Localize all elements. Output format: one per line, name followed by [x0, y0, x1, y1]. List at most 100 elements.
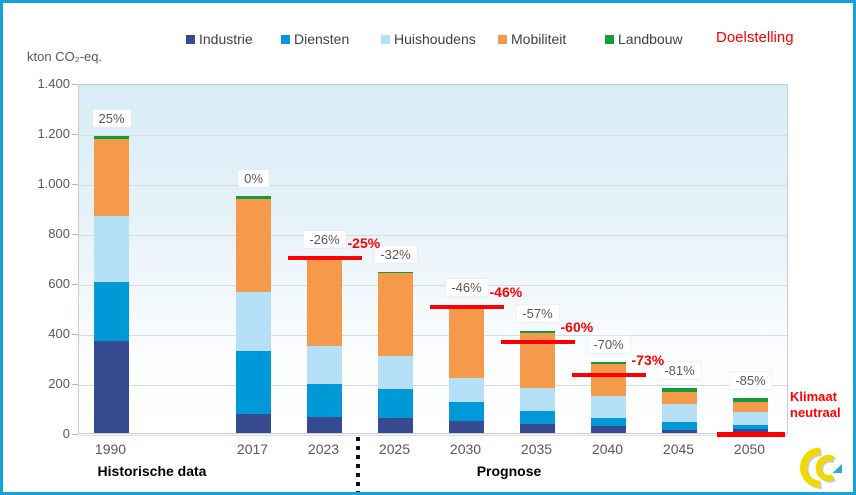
- bar-label-2045: -81%: [658, 362, 701, 379]
- y-gridline: [79, 385, 787, 386]
- bar-segment-huishoudens-2017: [236, 291, 271, 351]
- bar-segment-mobiliteit-2023: [307, 258, 342, 346]
- x-tick-label-2035: 2035: [520, 441, 553, 457]
- legend-item-label: Landbouw: [618, 31, 683, 47]
- group-label-forecast: Prognose: [476, 463, 542, 479]
- y-tick-mark: [72, 184, 78, 185]
- bar-segment-industrie-2017: [236, 414, 271, 433]
- bar-segment-mobiliteit-2050: [733, 402, 768, 412]
- y-gridline: [79, 335, 787, 336]
- bar-segment-landbouw-2050: [733, 398, 768, 403]
- y-tick-label: 1.200: [37, 126, 70, 141]
- bar-segment-huishoudens-2025: [378, 355, 413, 390]
- bar-segment-industrie-2040: [591, 425, 626, 433]
- target-label-2040: -73%: [631, 352, 665, 368]
- bar-segment-industrie-1990: [94, 340, 129, 433]
- historical-forecast-divider: [356, 437, 360, 492]
- bar-segment-huishoudens-1990: [94, 215, 129, 282]
- bar-segment-industrie-2025: [378, 418, 413, 433]
- bar-segment-huishoudens-2040: [591, 396, 626, 418]
- bar-segment-industrie-2023: [307, 416, 342, 433]
- legend-item-mobiliteit: Mobiliteit: [498, 31, 566, 47]
- bar-segment-huishoudens-2050: [733, 411, 768, 426]
- bar-segment-diensten-2050: [733, 425, 768, 430]
- bar-segment-huishoudens-2035: [520, 388, 555, 411]
- bar-segment-diensten-2017: [236, 350, 271, 415]
- legend-doelstelling-label: Doelstelling: [716, 29, 794, 46]
- y-gridline: [79, 285, 787, 286]
- y-tick-label: 400: [48, 326, 70, 341]
- bar-segment-diensten-2040: [591, 418, 626, 426]
- x-tick-label-2025: 2025: [378, 441, 411, 457]
- bar-segment-mobiliteit-2040: [591, 364, 626, 396]
- y-tick-mark: [72, 134, 78, 135]
- bar-segment-diensten-2030: [449, 401, 484, 421]
- legend-swatch-icon: [498, 34, 507, 44]
- y-tick-mark: [72, 434, 78, 435]
- bar-segment-industrie-2050: [733, 429, 768, 433]
- legend-item-huishoudens: Huishoudens: [381, 31, 476, 47]
- legend-item-industrie: Industrie: [186, 31, 253, 47]
- bar-label-2050: -85%: [729, 372, 772, 389]
- target-label-2035: -60%: [560, 319, 594, 335]
- target-line-2035: [500, 340, 575, 344]
- x-tick-label-2017: 2017: [236, 441, 269, 457]
- x-tick-label-2030: 2030: [449, 441, 482, 457]
- bar-segment-mobiliteit-2030: [449, 305, 484, 378]
- target-label-2023: -25%: [347, 234, 381, 251]
- x-tick-label-2050: 2050: [733, 441, 766, 457]
- bar-segment-landbouw-2040: [591, 361, 626, 364]
- bar-label-1990: 25%: [92, 109, 131, 127]
- bar-label-2025: -32%: [374, 245, 417, 263]
- bar-label-2017: 0%: [238, 169, 269, 187]
- bar-segment-mobiliteit-2045: [662, 391, 697, 404]
- target-line-2030: [429, 304, 504, 309]
- y-tick-label: 800: [48, 226, 70, 241]
- y-tick-label: 200: [48, 376, 70, 391]
- plot-area: 25% 0% -26% -32% -46% -57% -70% -81% -85% -25% -46…: [78, 84, 788, 437]
- bar-segment-landbouw-2045: [662, 388, 697, 392]
- target-label-klimaat-neutraal: Klimaat neutraal: [790, 389, 841, 420]
- bar-label-2030: -46%: [445, 278, 488, 296]
- bar-segment-mobiliteit-2025: [378, 273, 413, 356]
- legend-item-label: Mobiliteit: [511, 31, 567, 47]
- y-tick-mark: [72, 84, 78, 85]
- group-label-historical: Historische data: [97, 463, 207, 479]
- y-tick-label: 0: [62, 426, 70, 441]
- y-axis-unit-label: kton CO₂-eq.: [27, 49, 103, 64]
- bar-label-2040: -70%: [587, 335, 630, 353]
- bar-segment-diensten-2025: [378, 389, 413, 418]
- bar-segment-industrie-2035: [520, 423, 555, 433]
- bar-segment-industrie-2030: [449, 421, 484, 433]
- bar-segment-diensten-1990: [94, 281, 129, 341]
- bar-label-2023: -26%: [303, 230, 346, 248]
- legend-item-label: Diensten: [294, 31, 350, 47]
- y-tick-label: 1.400: [37, 76, 70, 91]
- bar-segment-mobiliteit-2017: [236, 199, 271, 292]
- legend-item-landbouw: Landbouw: [605, 31, 683, 47]
- legend-swatch-icon: [281, 34, 290, 44]
- bar-segment-landbouw-2025: [378, 271, 413, 273]
- organization-logo: [800, 447, 842, 489]
- x-tick-label-2023: 2023: [307, 441, 340, 457]
- bar-segment-mobiliteit-1990: [94, 139, 129, 216]
- bar-segment-landbouw-1990: [94, 135, 129, 140]
- bar-segment-diensten-2023: [307, 384, 342, 417]
- y-tick-mark: [72, 334, 78, 335]
- bar-segment-huishoudens-2045: [662, 403, 697, 422]
- y-tick-mark: [72, 384, 78, 385]
- bar-segment-landbouw-2035: [520, 330, 555, 333]
- x-tick-label-1990: 1990: [94, 441, 127, 457]
- y-tick-label: 600: [48, 276, 70, 291]
- target-line-2023: [287, 255, 362, 260]
- bar-segment-industrie-2045: [662, 429, 697, 433]
- legend-item-label: Industrie: [199, 31, 253, 47]
- x-tick-label-2040: 2040: [591, 441, 624, 457]
- logo-triangle-icon: [832, 464, 842, 473]
- bar-segment-huishoudens-2023: [307, 345, 342, 385]
- x-tick-label-2045: 2045: [662, 441, 695, 457]
- legend-item-diensten: Diensten: [281, 31, 349, 47]
- bar-segment-diensten-2035: [520, 411, 555, 424]
- bar-segment-huishoudens-2030: [449, 378, 484, 402]
